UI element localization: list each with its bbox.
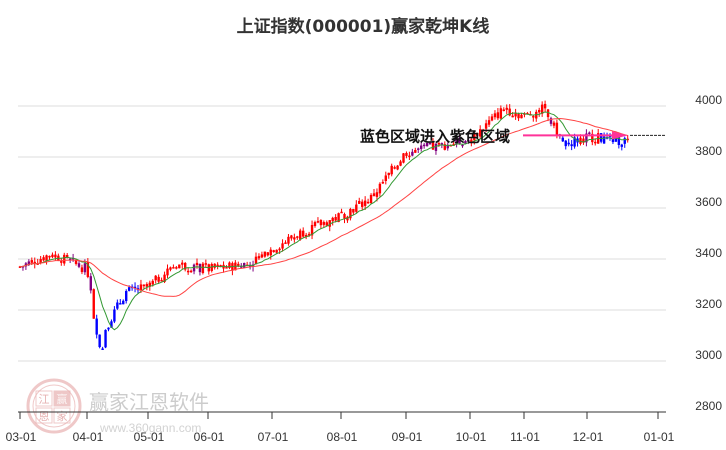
- axes: 03-01 04-01 05-01 06-01 07-01 08-01 09-01 10-01…: [6, 411, 675, 444]
- annotation: 蓝色区域进入紫色区域: [360, 127, 666, 145]
- watermark: 江赢恩 家 赢家江恩软件 www.360gann.com: [26, 378, 209, 435]
- svg-text:家: 家: [57, 409, 68, 423]
- x-tick-label: 08-01: [327, 430, 358, 444]
- x-tick-label: 01-01: [644, 430, 675, 444]
- y-tick-label: 3800: [695, 144, 722, 158]
- x-tick-label: 04-01: [73, 430, 104, 444]
- x-tick-label: 11-01: [510, 430, 540, 444]
- svg-text:赢家江恩软件: 赢家江恩软件: [89, 390, 209, 414]
- svg-text:赢: 赢: [57, 392, 68, 406]
- y-tick-label: 3400: [695, 246, 722, 260]
- x-tick-label: 10-01: [456, 430, 487, 444]
- y-tick-label: 3000: [695, 348, 722, 362]
- y-tick-label: 3600: [695, 195, 722, 209]
- candles: [18, 100, 629, 350]
- y-tick-label: 2800: [695, 399, 722, 413]
- x-tick-label: 09-01: [392, 430, 423, 444]
- x-tick-label: 05-01: [134, 430, 165, 444]
- svg-text:恩: 恩: [39, 410, 50, 423]
- x-tick-label: 07-01: [258, 430, 289, 444]
- gridlines: 4000 3800 3600 3400 3200 3000 2800: [18, 93, 722, 413]
- annotation-label: 蓝色区域进入紫色区域: [360, 127, 510, 145]
- svg-text:www.360gann.com: www.360gann.com: [99, 421, 201, 435]
- x-tick-label: 12-01: [573, 430, 604, 444]
- y-tick-label: 3200: [695, 297, 722, 311]
- y-tick-label: 4000: [695, 93, 722, 107]
- chart-title: 上证指数(000001)赢家乾坤K线: [236, 17, 490, 37]
- x-tick-label: 06-01: [194, 430, 225, 444]
- moving-averages: [19, 111, 628, 331]
- svg-text:江: 江: [39, 393, 50, 406]
- x-tick-label: 03-01: [6, 430, 37, 444]
